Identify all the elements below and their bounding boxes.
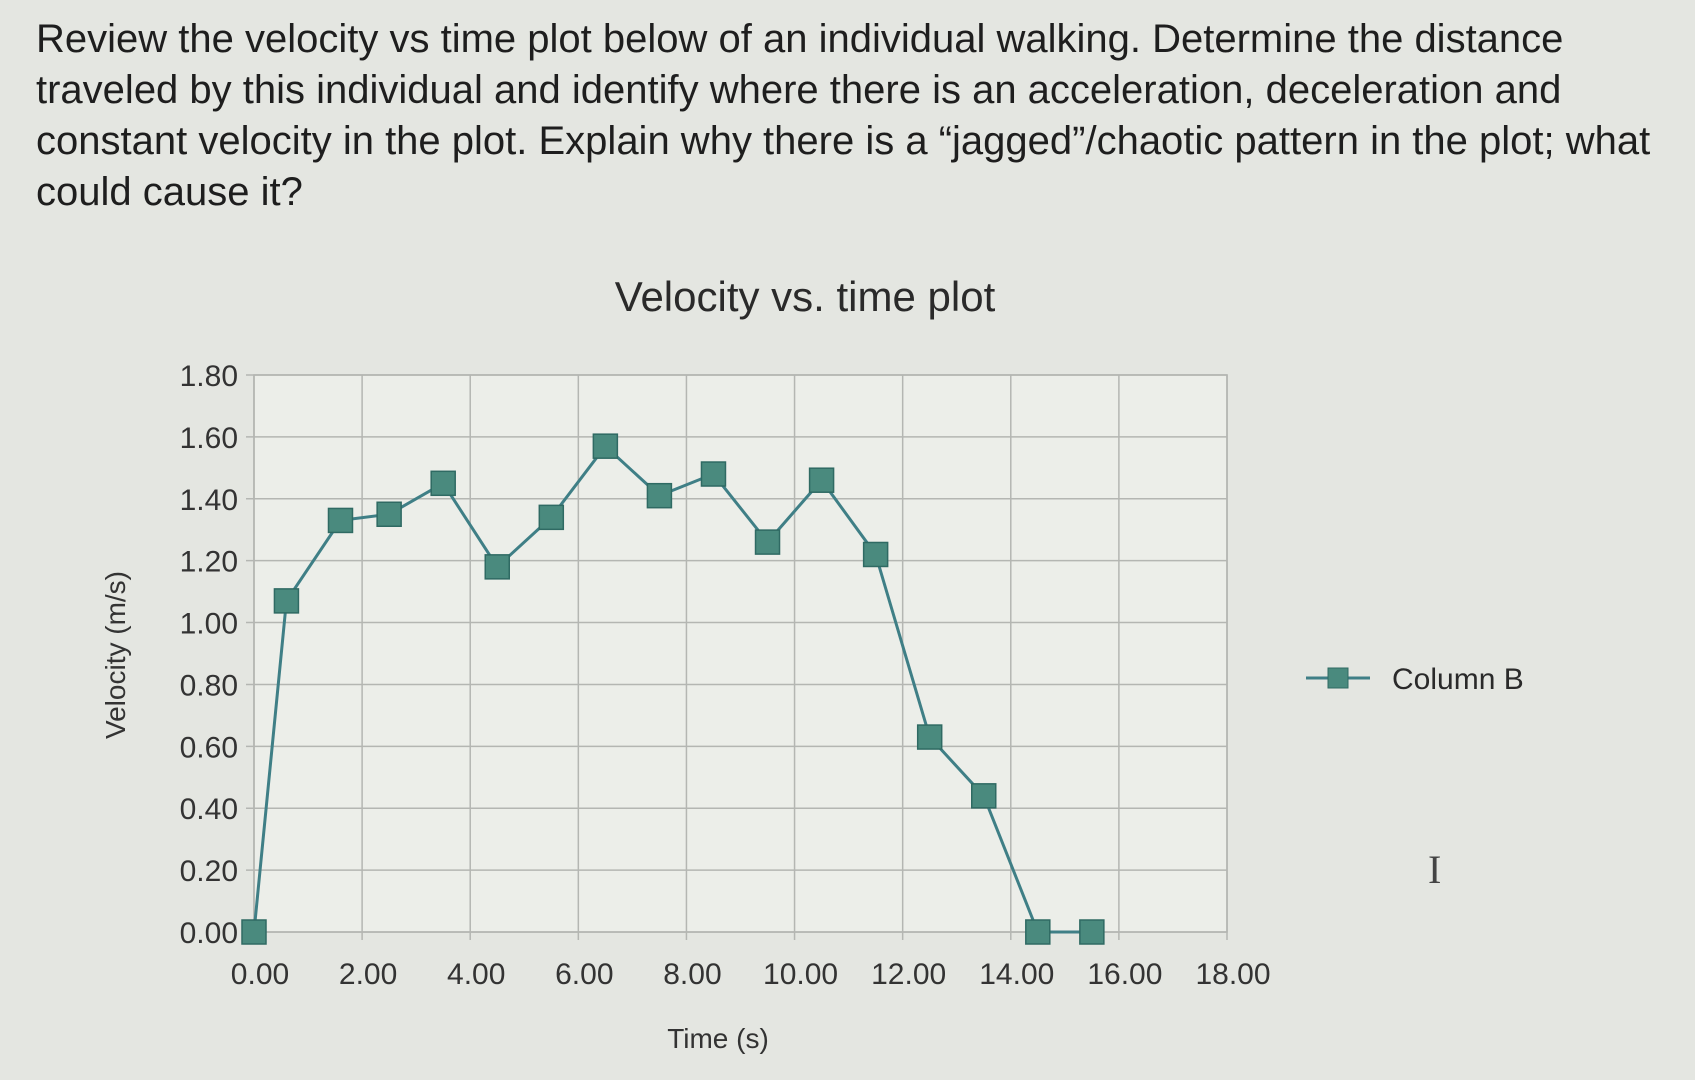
y-tick-label: 1.60 [180,422,238,455]
data-point [808,467,835,493]
data-point [241,919,267,945]
x-tick-label: 8.00 [663,958,721,991]
data-point [327,507,354,534]
legend: Column B [1306,663,1524,696]
y-tick-label: 1.40 [180,484,238,517]
data-point [376,501,402,527]
data-point [538,504,565,531]
data-point [971,783,997,809]
text-cursor-icon: I [1428,847,1442,892]
data-point [484,554,510,580]
y-tick-label: 1.80 [180,360,238,393]
x-ticks: 0.00 2.00 4.00 6.00 8.00 10.00 12.00 14.00 16.00… [231,958,1271,991]
data-point [754,529,781,555]
y-axis-label: Velocity (m/s) [100,571,131,739]
x-tick-label: 2.00 [339,958,397,991]
data-point [273,588,300,614]
series-column-b [241,433,1105,945]
y-tick-label: 0.00 [180,917,238,950]
data-point [1079,919,1105,945]
question-text: Review the velocity vs time plot below o… [36,17,1651,214]
x-tick-label: 0.00 [231,958,289,991]
data-point [916,724,943,750]
y-tick-label: 0.80 [180,669,238,702]
y-tick-label: 1.20 [180,546,238,579]
y-tick-label: 0.40 [180,793,238,826]
x-tick-label: 6.00 [555,958,613,991]
data-point [592,433,619,459]
grid [246,374,1228,940]
x-tick-label: 10.00 [763,958,838,991]
x-tick-label: 14.00 [979,958,1054,991]
data-point [700,461,727,487]
legend-marker [1327,667,1349,689]
y-ticks: 0.00 0.20 0.40 0.60 0.80 1.00 1.20 1.40 1.60 1.80 [180,360,238,950]
x-tick-label: 16.00 [1087,958,1162,991]
x-tick-label: 18.00 [1195,958,1270,991]
x-axis-label: Time (s) [667,1023,769,1054]
x-tick-label: 12.00 [871,958,946,991]
data-point [862,541,889,568]
data-point [430,470,456,497]
legend-label: Column B [1392,663,1524,696]
y-tick-label: 0.20 [180,855,238,888]
x-tick-label: 4.00 [447,958,505,991]
y-tick-label: 0.60 [180,731,238,764]
plot-area [253,374,1228,933]
chart-title: Velocity vs. time plot [615,273,996,320]
data-point [1025,919,1051,945]
data-point [646,482,673,509]
y-tick-label: 1.00 [180,608,238,641]
